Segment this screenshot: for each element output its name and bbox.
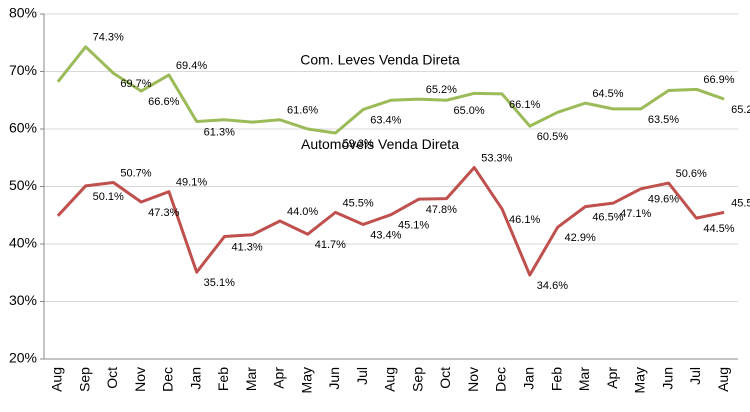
- y-tick-label: 80%: [9, 5, 37, 21]
- x-tick-label: Mar: [243, 367, 259, 391]
- x-tick-label: Apr: [271, 367, 287, 389]
- x-tick-label: May: [632, 367, 648, 393]
- data-label: 50.7%: [120, 167, 151, 179]
- data-label: 44.0%: [287, 206, 318, 218]
- line-series: [56, 45, 725, 135]
- y-tick-label: 70%: [9, 62, 37, 78]
- data-label: 61.3%: [204, 126, 235, 138]
- data-label: 66.9%: [703, 74, 734, 86]
- data-label: 35.1%: [204, 277, 235, 289]
- data-label: 66.6%: [148, 96, 179, 108]
- x-tick-label: Aug: [715, 367, 731, 392]
- x-tick-label: May: [298, 367, 314, 393]
- data-label: 66.1%: [509, 99, 540, 111]
- data-label: 47.3%: [148, 207, 179, 219]
- data-label: 74.3%: [93, 32, 124, 44]
- data-label: 53.3%: [481, 152, 512, 164]
- data-label: 45.5%: [342, 197, 373, 209]
- x-tick-label: Mar: [576, 367, 592, 391]
- x-tick-label: Jun: [326, 367, 342, 390]
- y-tick-label: 50%: [9, 177, 37, 193]
- data-label: 43.4%: [370, 229, 401, 241]
- x-tick-label: Jan: [187, 367, 203, 390]
- data-label: 46.1%: [509, 214, 540, 226]
- x-tick-label: Jan: [521, 367, 537, 390]
- data-label: 65.0%: [454, 105, 485, 117]
- x-tick-label: Jun: [659, 367, 675, 390]
- x-tick-label: Dec: [493, 367, 509, 392]
- x-tick-label: Dec: [160, 367, 176, 392]
- x-tick-label: Aug: [382, 367, 398, 392]
- line-series: [56, 166, 725, 277]
- x-tick-label: Oct: [104, 367, 120, 389]
- data-label: 46.5%: [592, 212, 623, 224]
- x-tick-label: Apr: [604, 367, 620, 389]
- data-label: 63.5%: [648, 114, 679, 126]
- data-label: 60.5%: [537, 131, 568, 143]
- data-label: 47.8%: [426, 204, 457, 216]
- data-label: 41.7%: [315, 239, 346, 251]
- x-tick-label: Aug: [49, 367, 65, 392]
- x-tick-label: Sep: [76, 367, 92, 392]
- x-tick-label: Jul: [687, 367, 703, 385]
- data-label: 65.2%: [731, 104, 750, 116]
- data-label: 45.5%: [731, 197, 750, 209]
- data-label: 42.9%: [565, 232, 596, 244]
- x-tick-label: Nov: [465, 367, 481, 392]
- data-label: 34.6%: [537, 280, 568, 292]
- x-tick-label: Sep: [409, 367, 425, 392]
- x-tick-label: Feb: [215, 367, 231, 391]
- y-tick-label: 60%: [9, 120, 37, 136]
- data-label: 69.7%: [120, 78, 151, 90]
- data-label: 50.1%: [93, 191, 124, 203]
- data-label: 69.4%: [176, 60, 207, 72]
- x-tick-label: Feb: [548, 367, 564, 391]
- y-tick-label: 40%: [9, 235, 37, 251]
- y-tick-label: 20%: [9, 350, 37, 366]
- data-label: 65.2%: [426, 84, 457, 96]
- series-label: Com. Leves Venda Direta: [300, 51, 460, 67]
- data-label: 61.6%: [287, 105, 318, 117]
- x-tick-label: Nov: [132, 367, 148, 392]
- series-label: Automóveis Venda Direta: [301, 136, 459, 152]
- data-label: 44.5%: [703, 223, 734, 235]
- x-tick-label: Jul: [354, 367, 370, 385]
- data-label: 50.6%: [676, 168, 707, 180]
- y-tick-label: 30%: [9, 292, 37, 308]
- data-label: 41.3%: [231, 241, 262, 253]
- data-label: 64.5%: [592, 88, 623, 100]
- data-label: 49.6%: [648, 194, 679, 206]
- data-label: 59.3%: [342, 138, 373, 150]
- data-label: 47.1%: [620, 208, 651, 220]
- data-label: 49.1%: [176, 177, 207, 189]
- x-tick-label: Oct: [437, 367, 453, 389]
- data-label: 63.4%: [370, 114, 401, 126]
- data-label: 45.1%: [398, 220, 429, 232]
